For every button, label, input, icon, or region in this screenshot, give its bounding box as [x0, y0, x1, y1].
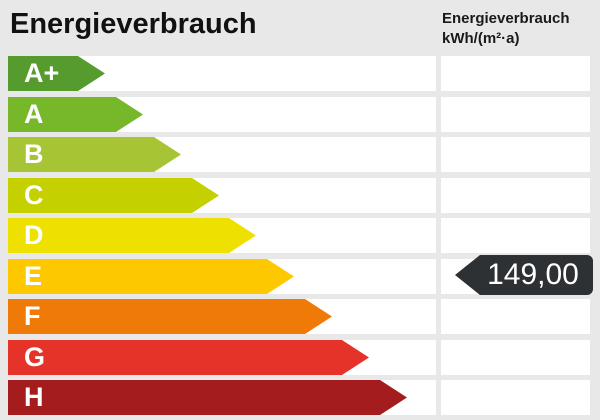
energy-class-letter-g: G: [24, 342, 46, 372]
energy-class-letter-d: D: [24, 220, 44, 250]
value-cell-d: [441, 218, 590, 253]
energy-class-arrow-a: A: [8, 97, 143, 132]
scale-row-g: G: [0, 340, 600, 375]
value-badge-text: 149,00: [487, 258, 579, 291]
energy-class-letter-c: C: [24, 180, 44, 210]
value-cell-f: [441, 299, 590, 334]
energy-class-arrow-b: B: [8, 137, 181, 172]
energy-class-letter-a: A: [24, 99, 44, 129]
scale-row-a: A: [0, 97, 600, 132]
energy-class-arrow-d: D: [8, 218, 256, 253]
energy-class-arrow-c: C: [8, 178, 219, 213]
scale-row-c: C: [0, 178, 600, 213]
value-cell-a: [441, 97, 590, 132]
scale-row-a-plus: A+: [0, 56, 600, 91]
value-cell-a-plus: [441, 56, 590, 91]
energy-class-letter-b: B: [24, 139, 44, 169]
energy-class-letter-h: H: [24, 382, 44, 412]
page-title: Energieverbrauch: [10, 8, 257, 40]
value-cell-b: [441, 137, 590, 172]
scale-row-h: H: [0, 380, 600, 415]
unit-header-line1: Energieverbrauch: [442, 10, 570, 27]
unit-header-line2: kWh/(m²·a): [442, 30, 520, 48]
energy-class-arrow-e: E: [8, 259, 294, 294]
energy-class-letter-e: E: [24, 261, 43, 291]
unit-header: Energieverbrauch kWh/(m²·a): [442, 9, 570, 50]
energy-class-letter-a-plus: A+: [24, 58, 60, 88]
energy-class-arrow-g: G: [8, 340, 369, 375]
energy-class-arrow-h: H: [8, 380, 407, 415]
value-cell-g: [441, 340, 590, 375]
value-cell-h: [441, 380, 590, 415]
energy-class-letter-f: F: [24, 301, 41, 331]
scale-row-b: B: [0, 137, 600, 172]
scale-row-d: D: [0, 218, 600, 253]
value-badge: 149,00: [455, 255, 593, 295]
energy-class-arrow-f: F: [8, 299, 332, 334]
scale-row-f: F: [0, 299, 600, 334]
value-cell-c: [441, 178, 590, 213]
